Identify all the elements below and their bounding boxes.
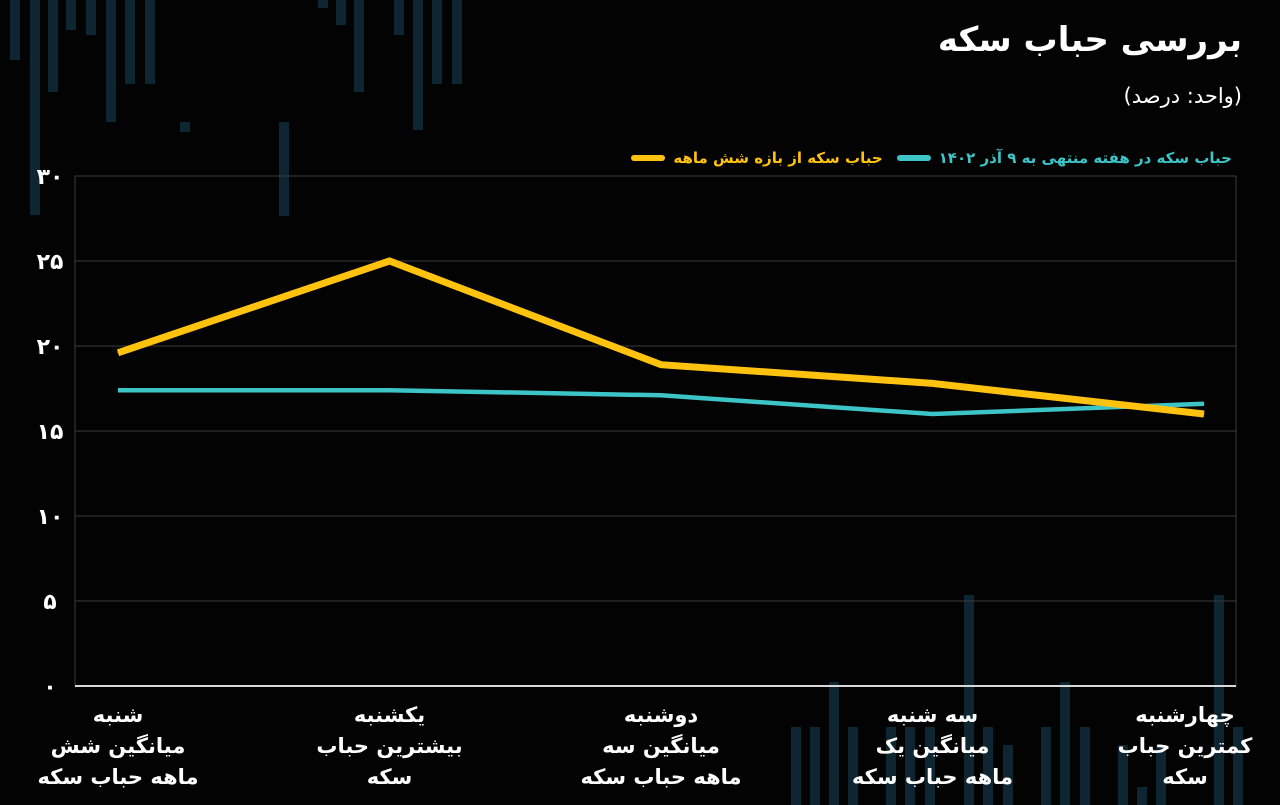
deco-bar (413, 0, 423, 130)
deco-bar (48, 0, 58, 92)
x-category-label-line: شنبه (93, 703, 144, 727)
x-category-label-line: میانگین سه (602, 733, 720, 758)
y-tick-label: ۰ (43, 675, 56, 700)
y-tick-label: ۵ (43, 590, 56, 615)
deco-bar (354, 0, 364, 92)
legend-item-six-month: حباب سکه از بازه شش ماهه (631, 149, 883, 167)
y-tick-label: ۲۵ (37, 250, 64, 275)
deco-bar (791, 727, 801, 805)
deco-bar (145, 0, 155, 84)
legend-label-weekly: حباب سکه در هفته منتهی به ۹ آذر ۱۴۰۲ (938, 149, 1232, 167)
deco-bar (125, 0, 135, 84)
deco-bar (1156, 745, 1166, 805)
x-category-label-line: دوشنبه (624, 703, 699, 727)
deco-bar (318, 0, 328, 8)
y-tick-label: ۱۰ (37, 505, 64, 530)
deco-bar (925, 727, 935, 805)
deco-bar (983, 727, 993, 805)
deco-bar (66, 0, 76, 30)
deco-bar (1233, 727, 1243, 805)
deco-bar (1080, 727, 1090, 805)
x-category-label-line: کمترین حباب (1118, 734, 1254, 758)
deco-bar (10, 0, 20, 60)
deco-bar (30, 0, 40, 215)
x-category-label-line: سکه (367, 765, 413, 789)
deco-bar (86, 0, 96, 35)
data-point-weekly (660, 394, 662, 396)
legend-swatch-six-month (631, 155, 666, 161)
deco-bar (829, 682, 839, 805)
legend-label-six-month: حباب سکه از بازه شش ماهه (673, 149, 883, 167)
deco-bar (279, 122, 289, 216)
legend-item-weekly: حباب سکه در هفته منتهی به ۹ آذر ۱۴۰۲ (896, 149, 1232, 167)
x-category-label-line: چهارشنبه (1135, 703, 1235, 727)
deco-bar (394, 0, 404, 35)
deco-bar (1118, 745, 1128, 805)
deco-bar (432, 0, 442, 84)
x-category-label-line: بیشترین حباب (316, 734, 462, 758)
x-category-label-line: سکه (1162, 765, 1208, 789)
data-point-weekly (1203, 403, 1205, 405)
x-category-label-line: ماهه حباب سکه (37, 765, 198, 789)
deco-bar (336, 0, 346, 25)
data-point-weekly (389, 389, 390, 391)
x-category-label-line: میانگین یک (876, 733, 990, 758)
x-category-label-line: سه شنبه (887, 703, 978, 727)
x-category-label-line: ماهه حباب سکه (580, 765, 741, 789)
chart-unit-subtitle: (واحد: درصد) (1123, 84, 1242, 108)
x-category-label: چهارشنبه کمترین حباب سکه (1118, 703, 1254, 789)
legend: حباب سکه از بازه شش ماهه حباب سکه در هفت… (631, 144, 1232, 172)
data-point-weekly (932, 413, 933, 415)
deco-bar (1003, 745, 1013, 805)
y-tick-label: ۳۰ (37, 165, 64, 190)
x-category-label: دوشنبه میانگین سه ماهه حباب سکه (580, 703, 741, 789)
deco-bar (886, 727, 896, 805)
chart-title: بررسی حباب سکه (937, 20, 1242, 60)
data-point-six-month (660, 364, 662, 366)
deco-bar (848, 727, 858, 805)
x-category-label: سه شنبه میانگین یک ماهه حباب سکه (852, 703, 1013, 789)
x-category-label: یکشنبه بیشترین حباب سکه (316, 703, 462, 789)
x-category-label-line: ماهه حباب سکه (852, 765, 1013, 789)
data-point-six-month (1203, 413, 1205, 415)
deco-bar (1060, 682, 1070, 805)
data-point-six-month (932, 382, 933, 384)
data-point-six-month (389, 260, 390, 262)
x-category-label-line: یکشنبه (354, 703, 425, 727)
deco-bar (905, 727, 915, 805)
data-point-weekly (117, 389, 119, 391)
deco-bar (1214, 595, 1224, 805)
deco-bar (106, 0, 116, 122)
deco-bar (1137, 787, 1147, 805)
deco-bar (810, 727, 820, 805)
deco-bar (452, 0, 462, 84)
x-category-label-line: میانگین شش (51, 733, 186, 758)
data-point-six-month (117, 352, 119, 354)
deco-bar (964, 595, 974, 805)
y-tick-label: ۱۵ (37, 420, 64, 445)
y-tick-label: ۲۰ (37, 335, 64, 360)
deco-bar (180, 122, 190, 132)
x-category-label: شنبه میانگین شش ماهه حباب سکه (37, 703, 198, 789)
legend-swatch-weekly (896, 155, 931, 161)
deco-bar (1041, 727, 1051, 805)
